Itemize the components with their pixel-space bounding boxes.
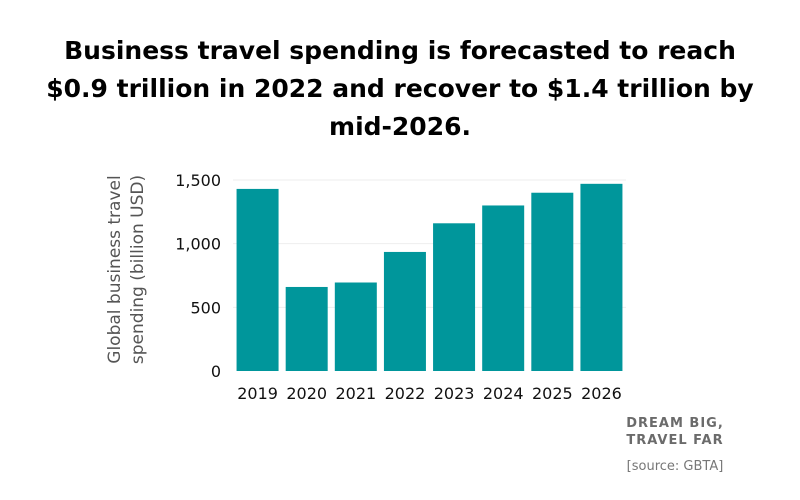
bar-2020 <box>285 286 328 371</box>
x-tick-label: 2026 <box>581 384 622 403</box>
x-tick-label: 2021 <box>335 384 376 403</box>
y-tick-label: 0 <box>211 362 221 381</box>
source-note: [source: GBTA] <box>626 459 724 474</box>
x-tick-label: 2024 <box>483 384 524 403</box>
y-axis-label-line: Global business travel <box>105 175 125 363</box>
x-tick-label: 2019 <box>237 384 278 403</box>
bar-2024 <box>482 205 525 371</box>
y-tick-label: 500 <box>190 298 221 317</box>
y-tick-label: 1,500 <box>175 171 221 190</box>
x-tick-label: 2023 <box>434 384 475 403</box>
x-tick-labels: 2019 2020 2021 2022 2023 2024 2025 2026 <box>237 384 622 403</box>
y-tick-label: 1,000 <box>175 235 221 254</box>
bar-2021 <box>334 282 377 371</box>
brand-logo: DREAM BIG, TRAVEL FAR <box>600 415 750 449</box>
x-tick-label: 2022 <box>385 384 426 403</box>
bar-2022 <box>383 251 426 371</box>
chart-title: Business travel spending is forecasted t… <box>46 36 754 141</box>
x-tick-label: 2020 <box>286 384 327 403</box>
y-axis-label-line: spending (billion USD) <box>128 175 148 364</box>
brand-line-2: TRAVEL FAR <box>626 433 724 448</box>
y-tick-labels: 0 500 1,000 1,500 <box>175 171 221 381</box>
bar-2023 <box>433 223 476 371</box>
brand-line-1: DREAM BIG, <box>626 416 724 431</box>
bars <box>236 183 623 371</box>
bar-2026 <box>580 183 623 371</box>
x-tick-label: 2025 <box>532 384 573 403</box>
bar-2019 <box>236 188 279 371</box>
y-axis-label: Global business travel spending (billion … <box>105 175 148 364</box>
bar-2025 <box>531 192 574 371</box>
